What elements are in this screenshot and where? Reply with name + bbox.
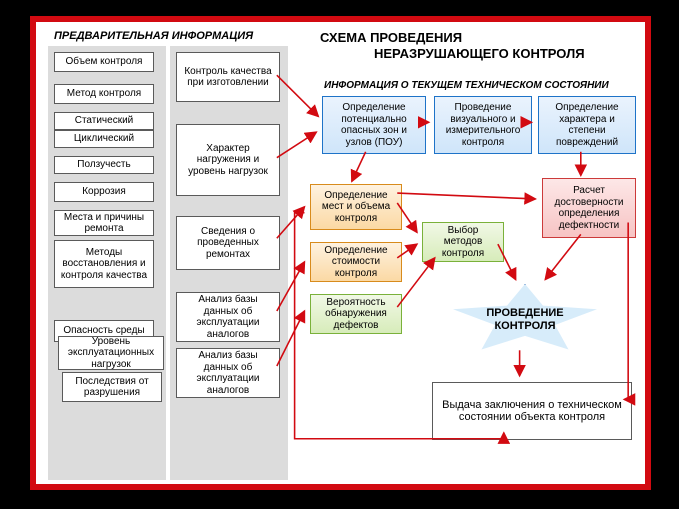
box-static: Статический [54,112,154,130]
label-current-info: ИНФОРМАЦИЯ О ТЕКУЩЕМ ТЕХНИЧЕСКОМ СОСТОЯН… [324,80,609,91]
box-corrosion: Коррозия [54,182,154,202]
box-visual-control: Проведение визуального и измерительного … [434,96,532,154]
box-db-analysis-1: Анализ базы данных об эксплуатации анало… [176,292,280,342]
box-method-choice: Выбор методов контроля [422,222,504,262]
star-label: ПРОВЕДЕНИЕ КОНТРОЛЯ [450,307,600,332]
star-conduct-control: ПРОВЕДЕНИЕ КОНТРОЛЯ [450,284,600,356]
box-repair-places: Места и причины ремонта [54,210,154,236]
box-detect-prob: Вероятность обнаружения дефектов [310,294,402,334]
diagram-frame: ПРЕДВАРИТЕЛЬНАЯ ИНФОРМАЦИЯ СХЕМА ПРОВЕДЕ… [30,16,651,490]
box-reliability: Расчет достоверности определения дефектн… [542,178,636,238]
title-line-2: НЕРАЗРУШАЮЩЕГО КОНТРОЛЯ [374,46,604,61]
box-volume: Объем контроля [54,52,154,72]
box-places-volume: Определение мест и объема контроля [310,184,402,230]
box-method: Метод контроля [54,84,154,104]
title-line-1: СХЕМА ПРОВЕДЕНИЯ [320,30,462,45]
box-consequences: Последствия от разрушения [62,372,162,402]
box-cost: Определение стоимости контроля [310,242,402,282]
box-db-analysis-2: Анализ базы данных об эксплуатации анало… [176,348,280,398]
box-load-character: Характер нагружения и уровень нагрузок [176,124,280,196]
box-conclusion: Выдача заключения о техническом состояни… [432,382,632,440]
box-cyclic: Циклический [54,130,154,148]
label-preliminary: ПРЕДВАРИТЕЛЬНАЯ ИНФОРМАЦИЯ [54,30,253,42]
box-repair-info: Сведения о проведенных ремонтах [176,216,280,270]
diagram-canvas: ПРЕДВАРИТЕЛЬНАЯ ИНФОРМАЦИЯ СХЕМА ПРОВЕДЕ… [40,26,641,480]
box-damage-character: Определение характера и степени поврежде… [538,96,636,154]
box-dangerous-zones: Определение потенциально опасных зон и у… [322,96,426,154]
box-creep: Ползучесть [54,156,154,174]
box-restore-methods: Методы восстановления и контроля качеств… [54,240,154,288]
box-load-level: Уровень эксплуатационных нагрузок [58,336,164,370]
box-quality-control: Контроль качества при изготовлении [176,52,280,102]
